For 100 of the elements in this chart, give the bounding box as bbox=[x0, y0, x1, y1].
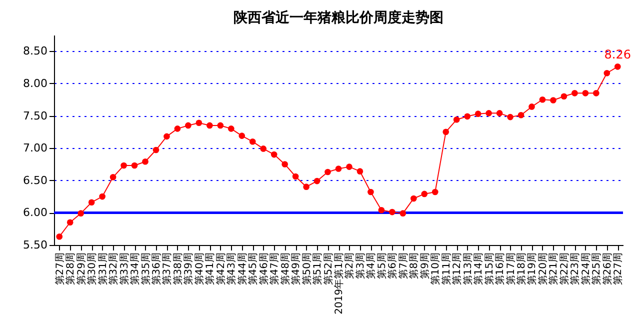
chart-title: 陕西省近一年猪粮比价周度走势图 bbox=[234, 9, 444, 26]
y-tick-label: 7.00 bbox=[23, 142, 48, 155]
x-tick-label: 第44周 bbox=[236, 252, 248, 286]
point bbox=[66, 219, 74, 226]
x-tick-label: 2019年第1周 bbox=[333, 252, 345, 314]
point bbox=[99, 193, 106, 200]
x-tick-label: 第47周 bbox=[268, 252, 281, 286]
x-tick-label: 第22周 bbox=[558, 252, 570, 286]
point bbox=[346, 164, 352, 170]
point bbox=[217, 122, 224, 129]
point bbox=[410, 195, 417, 202]
x-tick-label: 第30周 bbox=[86, 252, 98, 286]
x-tick-label: 第12周 bbox=[451, 252, 464, 286]
x-tick-label: 第28周 bbox=[64, 252, 77, 286]
point bbox=[528, 104, 535, 110]
x-tick-label: 第39周 bbox=[182, 252, 195, 286]
x-tick-label: 第36周 bbox=[150, 252, 162, 286]
x-tick-label: 第37周 bbox=[161, 252, 174, 286]
point bbox=[196, 120, 202, 126]
data-label: 8.26 bbox=[604, 48, 631, 62]
point bbox=[604, 70, 610, 76]
point bbox=[185, 122, 192, 129]
point bbox=[303, 184, 310, 190]
point bbox=[464, 113, 470, 120]
x-tick-label: 第49周 bbox=[290, 252, 302, 286]
x-tick-label: 第52周 bbox=[322, 252, 334, 286]
point bbox=[378, 206, 385, 214]
x-tick-label: 第17周 bbox=[504, 252, 517, 286]
x-tick-label: 第38周 bbox=[172, 252, 184, 286]
point bbox=[164, 133, 170, 140]
point bbox=[518, 112, 524, 118]
x-tick-label: 第24周 bbox=[580, 252, 592, 286]
x-tick-label: 第27周 bbox=[54, 252, 66, 286]
x-tick-label: 第25周 bbox=[590, 252, 603, 286]
x-tick-label: 第45周 bbox=[247, 252, 260, 286]
x-tick-label: 第46周 bbox=[258, 252, 270, 286]
x-tick-label: 第8周 bbox=[408, 252, 420, 279]
point bbox=[368, 188, 374, 196]
point bbox=[582, 90, 589, 96]
x-tick-label: 第16周 bbox=[494, 252, 506, 286]
x-tick-label: 第33周 bbox=[118, 252, 130, 286]
point bbox=[593, 90, 600, 96]
point bbox=[572, 90, 578, 96]
point bbox=[442, 128, 450, 136]
point bbox=[238, 132, 246, 139]
point bbox=[260, 146, 267, 152]
x-tick-label: 第11周 bbox=[440, 252, 452, 286]
point bbox=[206, 122, 213, 129]
x-tick-label: 第7周 bbox=[397, 252, 410, 279]
x-tick-label: 第35周 bbox=[140, 252, 152, 286]
point bbox=[421, 190, 428, 198]
x-tick-label: 第3周 bbox=[354, 252, 366, 279]
point bbox=[228, 126, 234, 132]
point bbox=[131, 162, 138, 169]
point bbox=[560, 93, 568, 100]
point bbox=[78, 210, 84, 216]
point bbox=[335, 166, 342, 172]
x-tick-label: 第32周 bbox=[108, 252, 120, 286]
x-tick-label: 第13周 bbox=[462, 252, 474, 286]
point bbox=[88, 199, 95, 206]
point bbox=[614, 64, 621, 70]
x-tick-label: 第18周 bbox=[516, 252, 528, 286]
point bbox=[400, 210, 406, 216]
x-tick-label: 第9周 bbox=[418, 252, 431, 279]
x-tick-label: 第26周 bbox=[601, 252, 614, 286]
point bbox=[453, 116, 460, 123]
x-tick-label: 第6周 bbox=[386, 252, 399, 279]
point bbox=[110, 174, 116, 180]
x-tick-label: 第34周 bbox=[129, 252, 142, 286]
x-tick-label: 第21周 bbox=[548, 252, 560, 286]
point bbox=[486, 110, 492, 116]
x-tick-label: 第43周 bbox=[226, 252, 238, 286]
point bbox=[539, 96, 546, 103]
point bbox=[174, 126, 181, 132]
point bbox=[507, 114, 514, 120]
x-tick-label: 第2周 bbox=[344, 252, 356, 279]
x-tick-label: 第23周 bbox=[569, 252, 582, 286]
x-tick-label: 第20周 bbox=[536, 252, 549, 286]
x-tick-label: 第19周 bbox=[526, 252, 538, 286]
point bbox=[142, 158, 148, 165]
point bbox=[496, 110, 503, 116]
point bbox=[324, 168, 331, 176]
x-tick-label: 第29周 bbox=[75, 252, 88, 286]
point bbox=[120, 162, 127, 169]
point bbox=[282, 161, 288, 168]
x-tick-label: 第14周 bbox=[472, 252, 485, 286]
x-tick-label: 第15周 bbox=[483, 252, 496, 286]
point bbox=[389, 208, 396, 216]
point bbox=[152, 146, 160, 154]
point bbox=[249, 138, 256, 145]
y-tick-label: 5.50 bbox=[23, 238, 48, 252]
x-tick-label: 第10周 bbox=[430, 252, 442, 286]
y-tick-label: 6.50 bbox=[23, 174, 48, 187]
point bbox=[292, 173, 299, 180]
point bbox=[314, 178, 320, 184]
point bbox=[56, 233, 63, 240]
x-tick-label: 第51周 bbox=[312, 252, 324, 286]
point bbox=[474, 110, 482, 117]
x-tick-label: 第48周 bbox=[279, 252, 292, 286]
x-tick-label: 第5周 bbox=[376, 252, 388, 279]
